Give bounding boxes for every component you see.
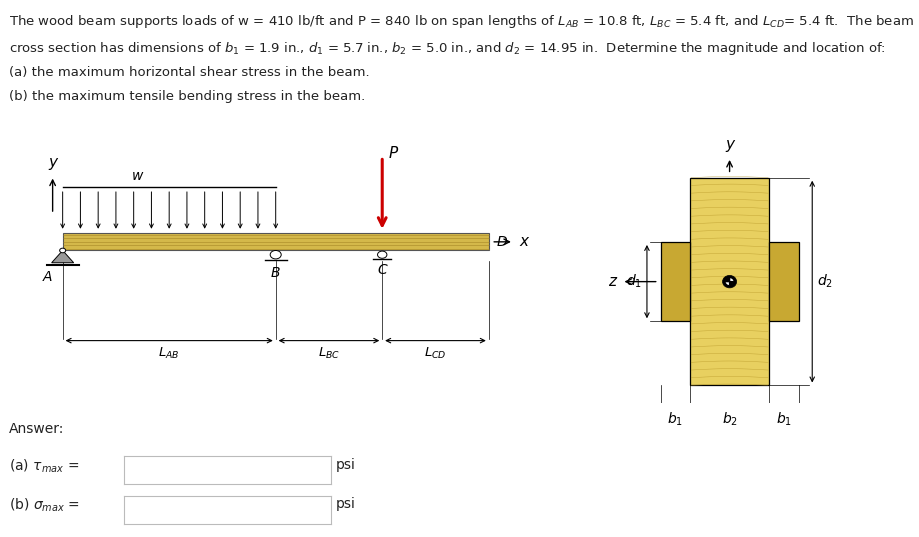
Text: w: w [131, 169, 143, 183]
Bar [661, 242, 690, 321]
Text: psi: psi [335, 497, 356, 511]
Polygon shape [730, 281, 733, 285]
Circle shape [270, 250, 281, 259]
Text: $L_{CD}$: $L_{CD}$ [425, 346, 447, 361]
Text: $d_2$: $d_2$ [817, 273, 833, 291]
Text: The wood beam supports loads of w = 410 lb/ft and P = 840 lb on span lengths of : The wood beam supports loads of w = 410 … [9, 13, 914, 31]
Text: $L_{AB}$: $L_{AB}$ [158, 346, 180, 361]
Circle shape [726, 278, 733, 285]
Text: (a) $\tau_{max}$ =: (a) $\tau_{max}$ = [9, 458, 79, 475]
Text: P: P [388, 146, 398, 161]
Polygon shape [726, 278, 730, 281]
Text: (a) the maximum horizontal shear stress in the beam.: (a) the maximum horizontal shear stress … [9, 66, 369, 78]
Circle shape [60, 248, 65, 253]
Text: C: C [378, 263, 387, 278]
Text: $d_1$: $d_1$ [626, 273, 642, 291]
Bar [769, 242, 799, 321]
Circle shape [378, 251, 387, 258]
Bar [62, 233, 489, 250]
Bar [690, 178, 769, 386]
Text: $L_{BC}$: $L_{BC}$ [318, 346, 340, 361]
Text: A: A [43, 270, 52, 284]
Text: psi: psi [335, 458, 356, 471]
Text: x: x [520, 234, 528, 249]
Text: cross section has dimensions of $b_1$ = 1.9 in., $d_1$ = 5.7 in., $b_2$ = 5.0 in: cross section has dimensions of $b_1$ = … [9, 40, 886, 57]
Text: y: y [725, 137, 734, 152]
Text: (b) $\sigma_{max}$ =: (b) $\sigma_{max}$ = [9, 497, 80, 514]
Circle shape [722, 275, 737, 288]
Text: (b) the maximum tensile bending stress in the beam.: (b) the maximum tensile bending stress i… [9, 90, 366, 103]
Text: D: D [496, 235, 507, 249]
Text: $b_1$: $b_1$ [776, 411, 791, 428]
Text: Answer:: Answer: [9, 422, 64, 436]
Text: $b_2$: $b_2$ [721, 411, 738, 428]
Text: B: B [271, 266, 280, 280]
Text: $b_1$: $b_1$ [667, 411, 684, 428]
Text: y: y [48, 155, 57, 170]
Polygon shape [51, 250, 74, 263]
Text: z: z [607, 274, 616, 289]
